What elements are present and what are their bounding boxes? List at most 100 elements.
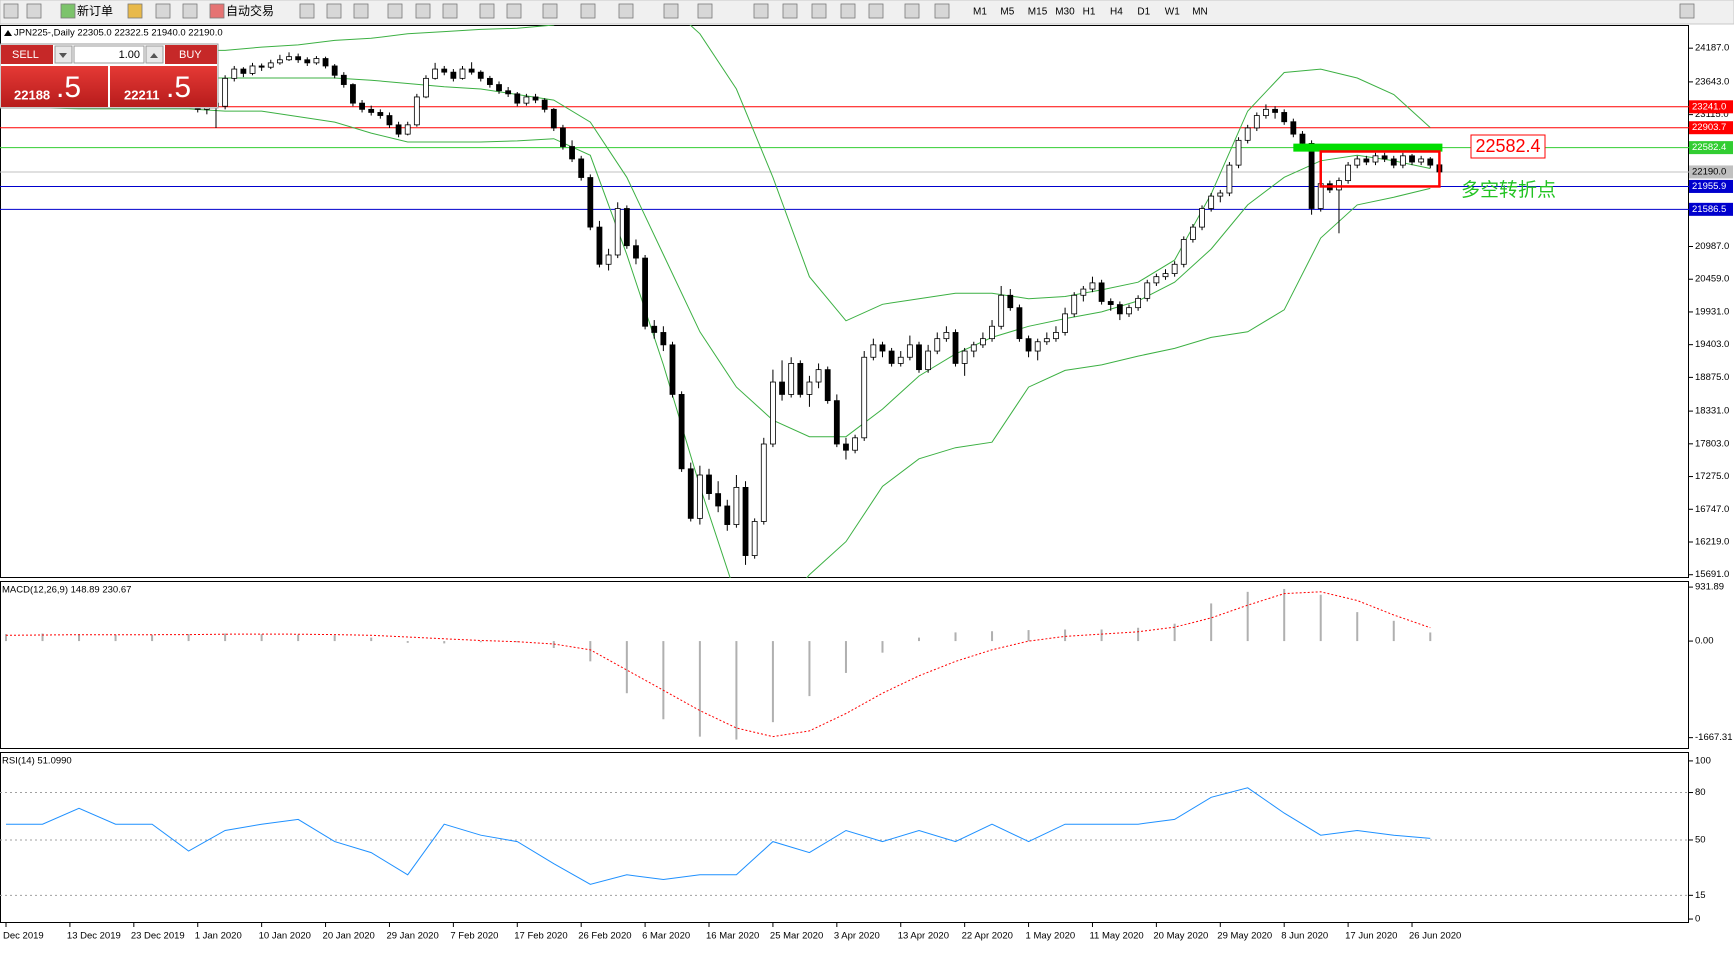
price-level-label: 21955.9 bbox=[1692, 181, 1726, 192]
candle-body bbox=[231, 68, 238, 79]
buy-label[interactable]: BUY bbox=[179, 49, 202, 61]
icon[interactable] bbox=[60, 3, 76, 19]
icon[interactable] bbox=[840, 3, 856, 19]
buy-button[interactable] bbox=[165, 45, 217, 64]
rsi-title: RSI(14) 51.0990 bbox=[2, 756, 72, 767]
candle-body bbox=[1418, 158, 1425, 163]
candle-body bbox=[779, 381, 785, 395]
candle-body bbox=[1308, 143, 1315, 209]
icon[interactable] bbox=[782, 3, 798, 19]
icon[interactable] bbox=[618, 3, 634, 19]
icon[interactable] bbox=[697, 3, 713, 19]
timeframe-button[interactable]: M30 bbox=[1055, 7, 1075, 18]
candle-body bbox=[888, 350, 895, 364]
icon[interactable] bbox=[868, 3, 884, 19]
macd-title: MACD(12,26,9) 148.89 230.67 bbox=[2, 585, 131, 596]
icon[interactable] bbox=[353, 3, 369, 19]
sell-label[interactable]: SELL bbox=[12, 49, 39, 61]
timeframe-button[interactable]: M5 bbox=[1000, 7, 1014, 18]
axes: 24187.0 23643.0 23115.0 20987.0 20459.0 19931… bbox=[3, 43, 1733, 942]
timeframe-button[interactable]: H1 bbox=[1083, 7, 1096, 18]
sell-price-box[interactable] bbox=[1, 66, 108, 107]
y-tick-label: 23643.0 bbox=[1695, 76, 1729, 87]
candle-body bbox=[970, 344, 977, 352]
x-tick-label: 26 Feb 2020 bbox=[578, 931, 631, 942]
candle-body bbox=[331, 65, 338, 76]
x-tick-label: 22 Apr 2020 bbox=[962, 931, 1013, 942]
candle-body bbox=[1217, 192, 1224, 197]
candle-body bbox=[1226, 164, 1233, 194]
buy-price-box[interactable] bbox=[110, 66, 217, 107]
candle-body bbox=[651, 325, 658, 333]
icon[interactable] bbox=[542, 3, 558, 19]
icon[interactable] bbox=[753, 3, 769, 19]
candle-body bbox=[1180, 239, 1187, 265]
candle-body bbox=[669, 344, 676, 395]
macd-bar bbox=[698, 641, 701, 737]
timeframe-button[interactable]: D1 bbox=[1137, 7, 1150, 18]
candle-body bbox=[286, 56, 292, 61]
candle-body bbox=[368, 108, 375, 113]
candle-body bbox=[696, 474, 703, 519]
icon[interactable] bbox=[155, 3, 171, 19]
icon[interactable] bbox=[580, 3, 596, 19]
macd-bar bbox=[151, 634, 154, 642]
icon[interactable] bbox=[663, 3, 679, 19]
icon[interactable] bbox=[1679, 3, 1695, 19]
icon[interactable] bbox=[326, 3, 342, 19]
candle-body bbox=[1089, 282, 1096, 290]
icon[interactable] bbox=[442, 3, 458, 19]
timeframe-button[interactable]: W1 bbox=[1165, 7, 1180, 18]
macd-bar bbox=[1100, 629, 1103, 642]
candle-body bbox=[1199, 208, 1205, 228]
icon[interactable] bbox=[934, 3, 950, 19]
icon[interactable] bbox=[127, 3, 143, 19]
x-tick-label: 17 Feb 2020 bbox=[514, 931, 567, 942]
candle-body bbox=[523, 96, 530, 104]
candle-body bbox=[1409, 155, 1415, 163]
icon[interactable] bbox=[26, 3, 42, 19]
timeframe-button[interactable]: M1 bbox=[973, 7, 987, 18]
timeframe-button[interactable]: H4 bbox=[1110, 7, 1123, 18]
candle-body bbox=[1208, 195, 1215, 209]
rsi-plot bbox=[0, 787, 1689, 896]
icon[interactable] bbox=[3, 3, 19, 19]
annotation-text: 多空转折点 bbox=[1461, 179, 1556, 201]
timeframe-button[interactable]: M15 bbox=[1028, 7, 1048, 18]
macd-bar bbox=[1319, 594, 1322, 642]
candle-body bbox=[843, 443, 849, 451]
timeframe-button[interactable]: MN bbox=[1192, 7, 1208, 18]
macd-bar bbox=[954, 632, 957, 642]
icon[interactable] bbox=[415, 3, 431, 19]
candle-body bbox=[514, 93, 521, 104]
macd-bar bbox=[662, 641, 665, 720]
candle-body bbox=[633, 245, 639, 259]
macd-bar bbox=[78, 634, 81, 642]
lot-input[interactable] bbox=[73, 45, 145, 64]
icon[interactable] bbox=[904, 3, 920, 19]
icon[interactable] bbox=[811, 3, 827, 19]
price-level-tag bbox=[1689, 179, 1733, 193]
candle-body bbox=[760, 443, 767, 522]
candle-body bbox=[934, 338, 941, 352]
icon[interactable] bbox=[299, 3, 315, 19]
icon[interactable] bbox=[209, 3, 225, 19]
y-tick-label: 0 bbox=[1695, 914, 1700, 925]
candle-body bbox=[350, 84, 356, 104]
candle-body bbox=[1043, 338, 1050, 343]
auto-trading-button[interactable]: 自动交易 bbox=[226, 3, 274, 18]
y-tick-label: 18331.0 bbox=[1695, 406, 1729, 417]
icon[interactable] bbox=[182, 3, 198, 19]
icon[interactable] bbox=[479, 3, 495, 19]
icon[interactable] bbox=[387, 3, 403, 19]
x-tick-label: 7 Feb 2020 bbox=[450, 931, 498, 942]
x-tick-label: 26 Jun 2020 bbox=[1409, 931, 1461, 942]
icon[interactable] bbox=[506, 3, 522, 19]
candle-body bbox=[1263, 108, 1269, 116]
new-order-button[interactable]: 新订单 bbox=[77, 3, 113, 18]
lot-value[interactable]: 1.00 bbox=[119, 49, 140, 61]
x-tick-label: 16 Mar 2020 bbox=[706, 931, 759, 942]
main-panel bbox=[0, 25, 1689, 578]
sell-button[interactable] bbox=[1, 45, 53, 64]
